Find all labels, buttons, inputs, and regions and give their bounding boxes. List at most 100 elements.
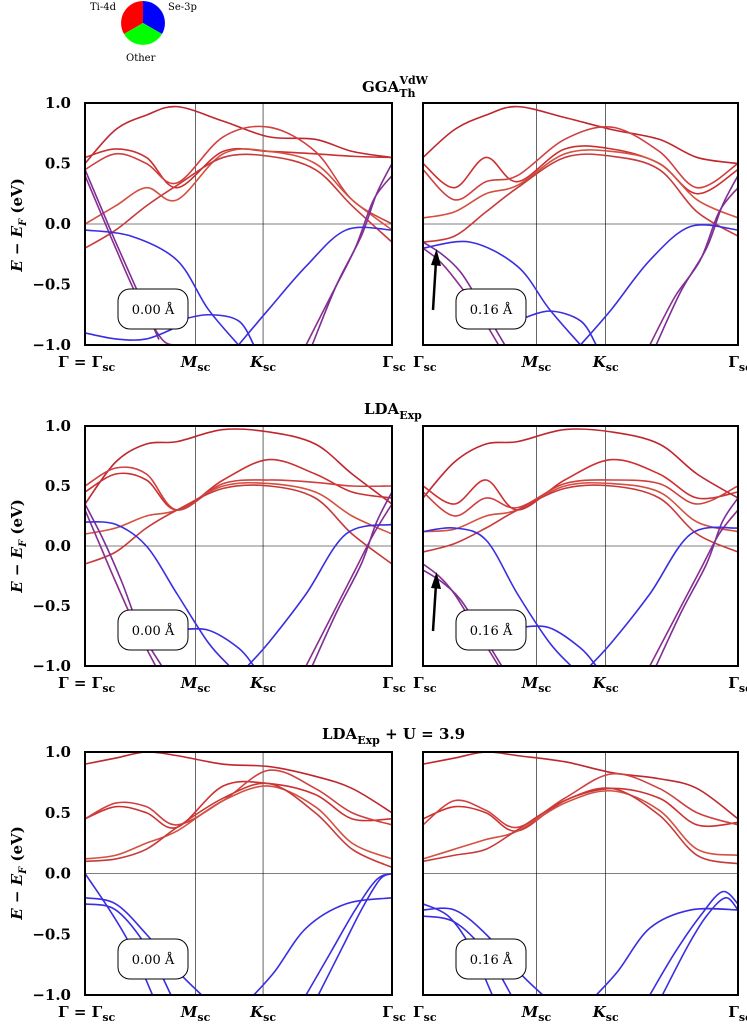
legend-slice-ti [121,1,143,34]
y-tick-label: 0.0 [45,537,71,555]
y-tick-label: 1.0 [45,94,71,112]
y-tick-labels: 1.0 0.5 0.0 −0.5 −1.0 [32,743,71,1004]
bands [85,428,392,666]
y-tick-label: −0.5 [32,925,71,943]
y-tick-label: −1.0 [32,986,71,1004]
band-line [579,223,738,345]
band-line [655,174,738,345]
band-line [85,782,392,869]
x-tick-label: Msc [521,353,552,374]
y-tick-label: −0.5 [32,597,71,615]
row-gga: GGAThVdW E − EF (eV) 1.0 0.5 0.0 −0.5 −1.0 0… [8,74,747,374]
displacement-label: 0.00 Å [132,952,175,968]
x-tick-label: Γ = Γsc [58,1003,116,1024]
panel-right: 0.16 Å Γsc Msc Ksc Γsc [413,425,747,695]
y-tick-label: −1.0 [32,657,71,675]
band-line [85,481,392,535]
y-tick-label: −1.0 [32,336,71,354]
legend-slice-other [124,23,162,45]
displacement-box [117,288,189,330]
panel-left: 0.00 Å Γ = Γsc Msc Ksc Γsc [58,102,406,374]
bands [85,105,392,345]
band-line [85,229,240,345]
displacement-label: 0.16 Å [470,952,513,968]
band-line [423,481,738,533]
band-line [423,789,738,860]
displacement-box [117,609,189,651]
y-tick-label: 0.5 [45,477,71,495]
y-tick-label: 0.5 [45,155,71,173]
x-tick-label: Γsc [413,1003,437,1024]
band-line [85,147,392,189]
y-tick-label: 0.5 [45,804,71,822]
band-line [423,458,738,511]
x-tick-label: Ksc [249,674,276,695]
legend-label-other: Other [126,53,156,64]
x-tick-label: Γsc [728,674,747,695]
axes-frame [422,425,739,667]
band-line [311,162,392,345]
band-line [237,226,392,345]
x-tick-label: Γ = Γsc [58,353,116,374]
band-line [176,627,255,666]
band-line [305,872,392,995]
band-line [649,509,738,666]
band-line [85,484,392,565]
x-tick-label: Ksc [592,674,619,695]
band-line [423,149,738,219]
band-line [423,907,544,995]
axes-frame [422,751,739,996]
legend-slice-se [143,1,165,34]
x-tick-label: Msc [180,674,211,695]
y-tick-label: 1.0 [45,743,71,761]
x-tick-label: Ksc [592,1003,619,1024]
axes-frame [84,751,393,996]
row-lda: LDAExp E − EF (eV) 1.0 0.5 0.0 −0.5 −1.0 0.0… [8,400,747,695]
legend-label-ti: Ti-4d [90,2,117,13]
x-tick-label: Γsc [413,353,437,374]
x-tick-label: Msc [180,1003,211,1024]
x-tick-label: Γsc [728,1003,747,1024]
x-tick-label: Ksc [592,353,619,374]
bands [85,752,392,995]
x-tick-label: Γsc [413,674,437,695]
panel-left: 0.00 Å Γ = Γsc Msc Ksc Γsc [58,751,406,1024]
band-line [423,126,738,201]
displacement-box [455,609,527,651]
axes-frame [84,102,393,346]
displacement-label: 0.00 Å [132,302,175,318]
bands [423,428,738,666]
y-axis-label: E − EF (eV) [8,178,29,273]
band-line [423,145,738,195]
band-line [305,503,392,666]
band-line [423,105,738,165]
displacement-box [455,938,527,980]
y-tick-label: 1.0 [45,417,71,435]
band-line [516,310,598,345]
x-tick-label: Ksc [249,353,276,374]
shift-arrow [431,260,438,311]
band-line [85,148,392,231]
row-title: LDAExp + U = 3.9 [322,725,465,747]
axes-frame [422,102,739,346]
band-line [85,780,392,829]
shift-arrow-head [431,249,441,266]
x-tick-label: Γsc [382,353,406,374]
displacement-box [117,938,189,980]
band-line [661,896,738,995]
band-line [423,484,738,553]
y-tick-label: 0.0 [45,865,71,883]
y-tick-labels: 1.0 0.5 0.0 −0.5 −1.0 [32,94,71,354]
displacement-label: 0.16 Å [470,623,513,639]
x-tick-label: Γsc [728,353,747,374]
band-line [85,105,392,165]
band-line [423,752,738,820]
band-line [516,625,598,666]
y-tick-label: −0.5 [32,276,71,294]
band-line [423,153,738,243]
y-axis-label: E − EF (eV) [8,826,29,921]
band-line [253,897,392,995]
axes-frame [84,425,393,667]
band-line [85,326,178,341]
x-tick-label: Γsc [382,1003,406,1024]
